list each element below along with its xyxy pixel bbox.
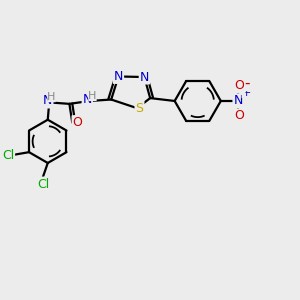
Text: O: O bbox=[235, 110, 244, 122]
Text: N: N bbox=[140, 70, 149, 83]
Text: O: O bbox=[235, 80, 244, 92]
Text: N: N bbox=[233, 94, 243, 107]
Text: Cl: Cl bbox=[37, 178, 50, 190]
Text: N: N bbox=[43, 94, 52, 107]
Text: N: N bbox=[82, 93, 92, 106]
Text: Cl: Cl bbox=[2, 148, 14, 161]
Text: N: N bbox=[114, 70, 123, 83]
Text: H: H bbox=[47, 92, 56, 102]
Text: H: H bbox=[88, 91, 97, 101]
Text: O: O bbox=[73, 116, 82, 129]
Text: S: S bbox=[136, 102, 143, 115]
Text: -: - bbox=[244, 76, 250, 91]
Text: +: + bbox=[242, 88, 251, 98]
